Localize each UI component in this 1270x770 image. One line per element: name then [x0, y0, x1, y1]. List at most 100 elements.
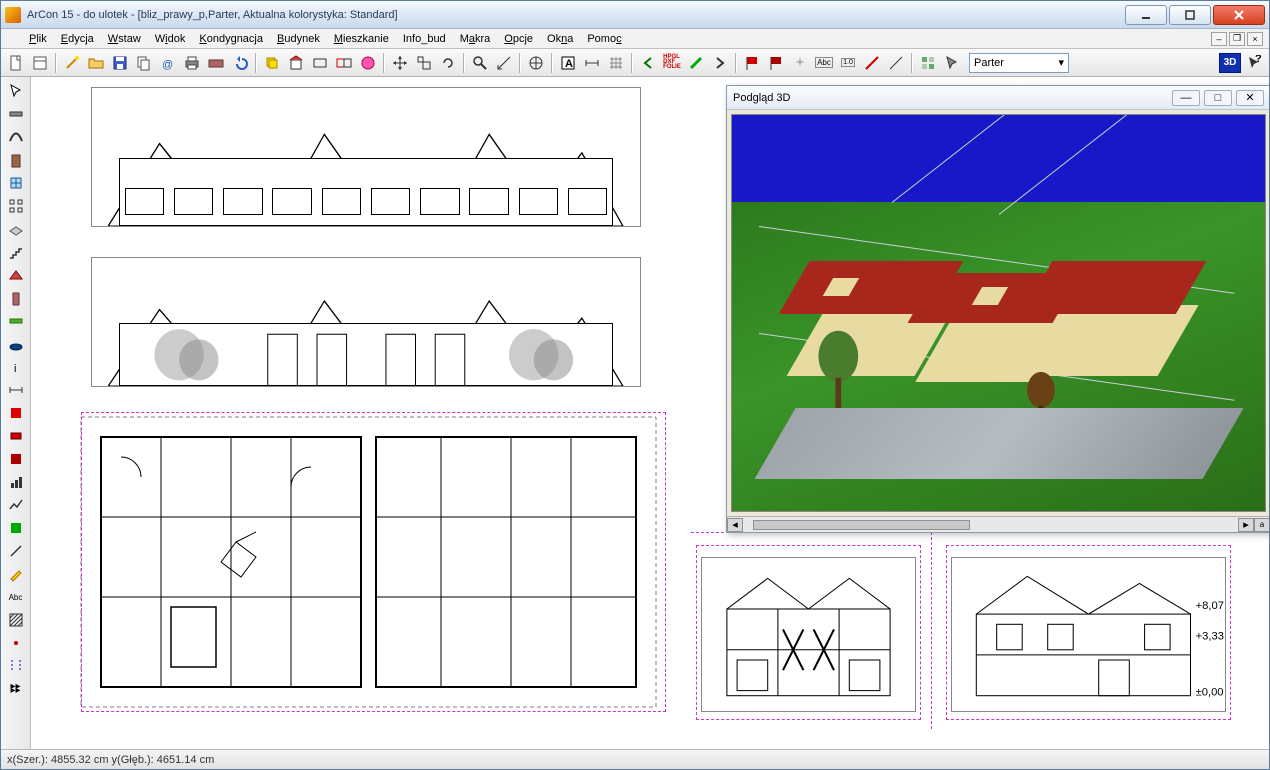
help-button[interactable]: ? — [1243, 52, 1265, 74]
new-project-button[interactable] — [29, 52, 51, 74]
scroll-thumb[interactable] — [753, 520, 970, 530]
open-button[interactable] — [85, 52, 107, 74]
menu-okna[interactable]: Okna — [541, 31, 579, 47]
diag2-button[interactable] — [885, 52, 907, 74]
measure-button[interactable] — [493, 52, 515, 74]
menu-widok[interactable]: Widok — [149, 31, 192, 47]
scale-button[interactable] — [413, 52, 435, 74]
green-tool[interactable] — [5, 518, 27, 538]
beam-tool[interactable] — [5, 311, 27, 331]
preview-minimize-button[interactable]: — — [1172, 90, 1200, 106]
menu-opcje[interactable]: Opcje — [498, 31, 539, 47]
scroll-a-button[interactable]: a — [1254, 518, 1269, 532]
menu-mieszkanie[interactable]: Mieszkanie — [328, 31, 395, 47]
print-button[interactable] — [181, 52, 203, 74]
grid-button[interactable] — [605, 52, 627, 74]
mdi-close-button[interactable]: × — [1247, 32, 1263, 46]
preview-scrollbar[interactable]: ◂ ▸ a — [727, 516, 1269, 532]
menubar: Plik Edycja Wstaw Widok Kondygnacja Budy… — [1, 29, 1269, 49]
copy-button[interactable] — [133, 52, 155, 74]
menu-infobud[interactable]: Info_bud — [397, 31, 452, 47]
app-window: ArCon 15 - do ulotek - [bliz_prawy_p,Par… — [0, 0, 1270, 770]
minimize-button[interactable] — [1125, 5, 1167, 25]
rect2-button[interactable] — [333, 52, 355, 74]
grid2-button[interactable] — [917, 52, 939, 74]
menu-wstaw[interactable]: Wstaw — [102, 31, 147, 47]
menu-pomoc[interactable]: Pomoc — [581, 31, 627, 47]
chart-tool[interactable] — [5, 472, 27, 492]
spark-button[interactable] — [789, 52, 811, 74]
door-tool[interactable] — [5, 150, 27, 170]
mdi-restore-button[interactable]: ❐ — [1229, 32, 1245, 46]
preview-close-button[interactable]: ✕ — [1236, 90, 1264, 106]
window-tool[interactable] — [5, 173, 27, 193]
menu-budynek[interactable]: Budynek — [271, 31, 326, 47]
menu-makra[interactable]: Makra — [454, 31, 497, 47]
edit-tool-button[interactable] — [685, 52, 707, 74]
save-button[interactable] — [109, 52, 131, 74]
diag1-button[interactable] — [861, 52, 883, 74]
preview-maximize-button[interactable]: □ — [1204, 90, 1232, 106]
guides-tool[interactable] — [5, 656, 27, 676]
move-button[interactable] — [389, 52, 411, 74]
label-button[interactable]: Abc — [813, 52, 835, 74]
column-tool[interactable] — [5, 196, 27, 216]
close-button[interactable] — [1213, 5, 1265, 25]
more-tool[interactable]: ▸▸▸▸ — [5, 679, 27, 699]
menu-plik[interactable]: Plik — [23, 31, 53, 47]
chimney-tool[interactable] — [5, 288, 27, 308]
flag-red-tool[interactable] — [5, 403, 27, 423]
dimension-button[interactable] — [581, 52, 603, 74]
line-tool[interactable] — [5, 541, 27, 561]
hpgl-button[interactable]: HPGLDXFFOLIE — [661, 52, 683, 74]
rect-button[interactable] — [309, 52, 331, 74]
zoom-button[interactable] — [469, 52, 491, 74]
hatch-tool[interactable] — [5, 610, 27, 630]
wall-tool[interactable] — [5, 104, 27, 124]
marker-tool[interactable] — [5, 633, 27, 653]
building-button[interactable] — [285, 52, 307, 74]
roof-tool[interactable] — [5, 265, 27, 285]
titlebar: ArCon 15 - do ulotek - [bliz_prawy_p,Par… — [1, 1, 1269, 29]
svg-text:@: @ — [162, 59, 173, 71]
preview-3d-titlebar[interactable]: Podgląd 3D — □ ✕ — [727, 86, 1269, 110]
select-tool[interactable] — [5, 81, 27, 101]
arrow-left-button[interactable] — [637, 52, 659, 74]
layers-button[interactable] — [261, 52, 283, 74]
flag1-button[interactable] — [741, 52, 763, 74]
scroll-left-icon[interactable]: ◂ — [727, 518, 743, 532]
stair-tool[interactable] — [5, 242, 27, 262]
new-file-button[interactable] — [5, 52, 27, 74]
compass-button[interactable] — [525, 52, 547, 74]
box-tool[interactable] — [5, 449, 27, 469]
maximize-button[interactable] — [1169, 5, 1211, 25]
info-tool[interactable]: i — [5, 357, 27, 377]
scale-label-button[interactable]: 1.0 — [837, 52, 859, 74]
preview-3d-viewport[interactable] — [731, 114, 1266, 512]
curve-tool[interactable] — [5, 127, 27, 147]
print-setup-button[interactable] — [205, 52, 227, 74]
scroll-right-icon[interactable]: ▸ — [1238, 518, 1254, 532]
wizard-button[interactable] — [61, 52, 83, 74]
section-tool[interactable] — [5, 426, 27, 446]
menu-edycja[interactable]: Edycja — [55, 31, 100, 47]
view-3d-button[interactable]: 3D — [1219, 53, 1241, 73]
flag2-button[interactable] — [765, 52, 787, 74]
terrain-tool[interactable] — [5, 334, 27, 354]
mdi-minimize-button[interactable]: – — [1211, 32, 1227, 46]
text-button[interactable]: A — [557, 52, 579, 74]
drawing-canvas[interactable]: +8,07 +3,33 ±0,00 Podgląd 3D — □ ✕ — [31, 77, 1269, 749]
undo-button[interactable] — [229, 52, 251, 74]
floor-dropdown[interactable]: Parter ▾ — [969, 53, 1069, 73]
slab-tool[interactable] — [5, 219, 27, 239]
pen-tool[interactable] — [5, 564, 27, 584]
email-button[interactable]: @ — [157, 52, 179, 74]
chart2-tool[interactable] — [5, 495, 27, 515]
menu-kondygnacja[interactable]: Kondygnacja — [193, 31, 269, 47]
dim-tool[interactable] — [5, 380, 27, 400]
cursor2-button[interactable] — [941, 52, 963, 74]
text-tool[interactable]: Abc — [5, 587, 27, 607]
arrow-right-button[interactable] — [709, 52, 731, 74]
palette-button[interactable] — [357, 52, 379, 74]
rotate-button[interactable] — [437, 52, 459, 74]
